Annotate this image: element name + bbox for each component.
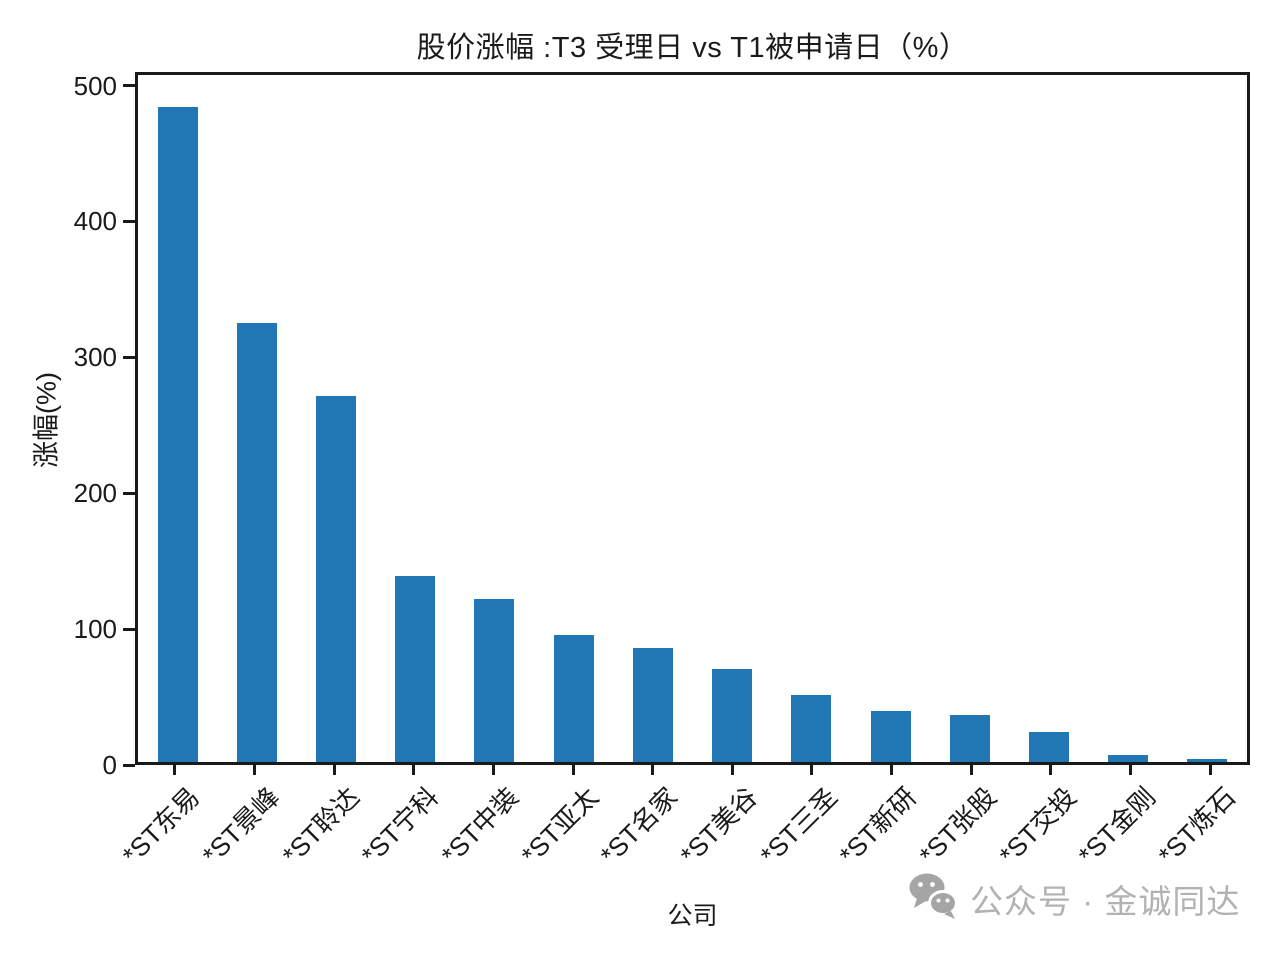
x-tick-label: *ST交投 <box>993 781 1082 871</box>
x-tick-mark <box>571 765 575 775</box>
x-tick-mark <box>491 765 495 775</box>
x-tick-mark <box>810 765 814 775</box>
x-axis-title: 公司 <box>667 902 718 930</box>
plot-area <box>135 72 1250 765</box>
y-tick-mark <box>123 491 135 495</box>
x-tick-mark <box>730 765 734 775</box>
x-tick-mark <box>1129 765 1133 775</box>
y-tick-mark <box>123 763 135 767</box>
y-tick-label: 0 <box>102 750 117 780</box>
y-tick-mark <box>123 627 135 631</box>
watermark: 公众号 · 金诚同达 <box>908 872 1240 925</box>
x-tick-mark <box>1049 765 1053 775</box>
bar-*ST张股 <box>949 714 990 762</box>
x-tick-label: *ST景峰 <box>196 781 286 871</box>
y-tick-label: 300 <box>73 342 117 373</box>
bar-*ST金刚 <box>1108 755 1149 762</box>
bar-*ST名家 <box>632 647 673 762</box>
x-tick-label: *ST美谷 <box>674 781 764 871</box>
x-tick-label: *ST三圣 <box>754 781 843 871</box>
bar-*ST中装 <box>474 599 515 762</box>
bar-*ST三圣 <box>791 694 832 762</box>
x-tick-mark <box>890 765 894 775</box>
bar-*ST亚太 <box>553 635 594 762</box>
wechat-icon <box>908 872 958 925</box>
y-tick-label: 200 <box>73 478 117 509</box>
x-tick-mark <box>651 765 655 775</box>
y-tick-label: 100 <box>73 614 117 645</box>
x-tick-label: *ST中装 <box>435 781 525 871</box>
x-tick-label: *ST张股 <box>913 781 1002 871</box>
bar-*ST交投 <box>1028 732 1069 762</box>
y-axis-title: 涨幅(%) <box>31 372 62 468</box>
x-tick-mark <box>412 765 416 775</box>
y-tick-mark <box>123 84 135 88</box>
y-tick-mark <box>123 219 135 223</box>
x-tick-mark <box>173 765 177 775</box>
y-tick-mark <box>123 355 135 359</box>
bar-*ST聆达 <box>316 395 357 762</box>
x-tick-mark <box>252 765 256 775</box>
x-tick-label: *ST亚太 <box>515 781 604 871</box>
y-tick-label: 400 <box>73 206 117 237</box>
x-tick-mark <box>332 765 336 775</box>
y-tick-label: 500 <box>73 70 117 101</box>
x-tick-label: *ST聆达 <box>276 781 365 871</box>
x-tick-mark <box>969 765 973 775</box>
bar-*ST宁科 <box>395 576 436 762</box>
watermark-text: 公众号 · 金诚同达 <box>970 882 1241 920</box>
bar-*ST新研 <box>870 710 911 762</box>
chart-title: 股价涨幅 :T3 受理日 vs T1被申请日（%） <box>416 32 969 64</box>
bar-*ST景峰 <box>236 322 277 762</box>
x-tick-mark <box>1208 765 1212 775</box>
bar-*ST美谷 <box>712 669 753 762</box>
x-tick-label: *ST东易 <box>116 781 206 871</box>
x-tick-label: *ST名家 <box>594 781 684 871</box>
x-tick-label: *ST宁科 <box>355 781 445 871</box>
x-tick-label: *ST新研 <box>833 781 923 871</box>
x-tick-label: *ST金刚 <box>1072 781 1162 871</box>
x-tick-label: *ST炼石 <box>1152 781 1241 871</box>
bar-*ST东易 <box>157 107 198 762</box>
bar-*ST炼石 <box>1187 759 1228 762</box>
